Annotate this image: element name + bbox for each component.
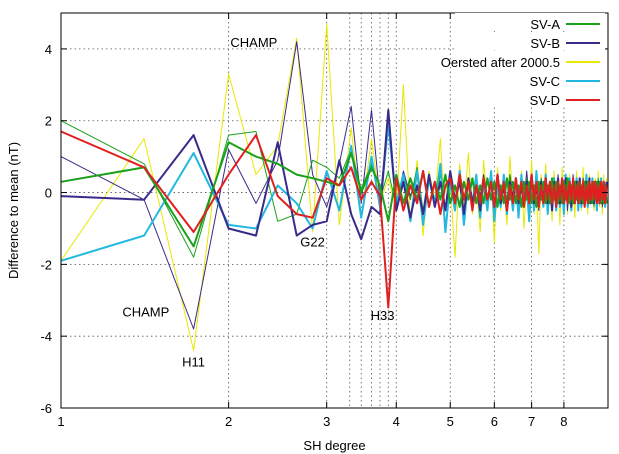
legend-bg [455, 32, 605, 50]
x-axis-label: SH degree [303, 438, 365, 453]
annotation-champ: CHAMP [230, 35, 277, 50]
x-tick-label: 3 [323, 414, 330, 429]
legend-label: SV-B [530, 36, 560, 51]
legend-bg [455, 51, 605, 69]
annotation-champ: CHAMP [122, 304, 169, 319]
x-tick-label: 7 [528, 414, 535, 429]
legend-bg [455, 13, 605, 31]
legend-label: Oersted after 2000.5 [441, 55, 560, 70]
legend-bg [455, 70, 605, 88]
annotation-g22: G22 [300, 234, 325, 249]
axis-ticks: 1 2 3 4 5 6 7 8 -6 -4 -2 0 2 4 [40, 13, 608, 429]
x-tick-label: 5 [447, 414, 454, 429]
annotation-h11: H11 [182, 355, 205, 370]
y-tick-label: 2 [45, 114, 52, 129]
annotation-h33: H33 [371, 308, 395, 323]
y-tick-label: 0 [45, 186, 52, 201]
legend-label: SV-A [530, 17, 560, 32]
series-lines [60, 23, 608, 351]
legend-bg [455, 89, 605, 107]
legend-label: SV-C [530, 74, 560, 89]
series-line-sv-a2 [60, 141, 608, 248]
plot-frame [60, 12, 609, 409]
x-tick-label: 4 [393, 414, 400, 429]
x-tick-label: 6 [491, 414, 498, 429]
x-tick-label: 1 [57, 414, 64, 429]
y-tick-label: -4 [40, 329, 52, 344]
x-tick-label: 2 [225, 414, 232, 429]
y-tick-label: 4 [45, 42, 52, 57]
x-tick-label: 8 [560, 414, 567, 429]
series-line-sv-d [60, 130, 608, 309]
y-tick-label: -6 [40, 401, 52, 416]
legend: SV-A SV-B Oersted after 2000.5 SV-C SV-D [441, 13, 605, 108]
grid-lines [61, 13, 608, 408]
legend-label: SV-D [530, 93, 560, 108]
y-tick-label: -2 [40, 257, 52, 272]
annotations: CHAMP CHAMP H11 G22 H33 [122, 35, 394, 370]
y-axis-label: Difference to mean (nT) [6, 142, 21, 279]
